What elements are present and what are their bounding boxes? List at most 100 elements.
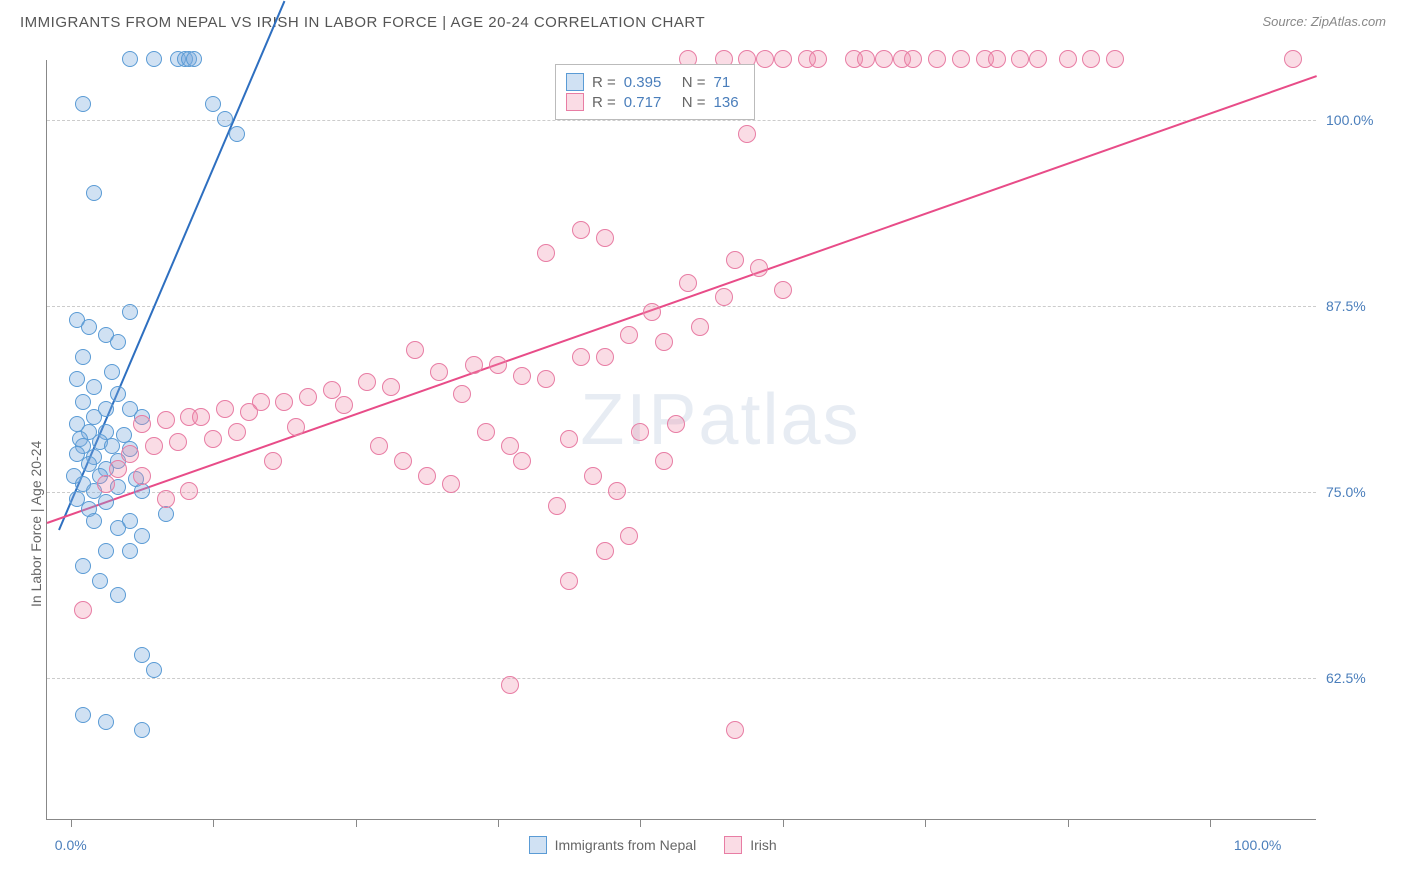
data-point-irish — [643, 303, 661, 321]
data-point-irish — [928, 50, 946, 68]
data-point-irish — [584, 467, 602, 485]
data-point-irish — [358, 373, 376, 391]
x-tick — [71, 819, 72, 827]
data-point-irish — [596, 542, 614, 560]
data-point-irish — [74, 601, 92, 619]
data-point-irish — [109, 460, 127, 478]
data-point-irish — [1029, 50, 1047, 68]
y-axis-label: In Labor Force | Age 20-24 — [28, 441, 44, 607]
data-point-nepal — [98, 494, 114, 510]
gridline-h — [47, 678, 1316, 679]
data-point-nepal — [146, 51, 162, 67]
stats-n-value-nepal: 71 — [714, 74, 744, 91]
data-point-irish — [121, 445, 139, 463]
data-point-irish — [596, 348, 614, 366]
data-point-nepal — [134, 483, 150, 499]
legend-label: Immigrants from Nepal — [555, 837, 697, 853]
data-point-irish — [655, 452, 673, 470]
data-point-irish — [548, 497, 566, 515]
data-point-irish — [988, 50, 1006, 68]
data-point-irish — [715, 288, 733, 306]
data-point-irish — [1082, 50, 1100, 68]
data-point-nepal — [122, 543, 138, 559]
stats-n-label: N = — [682, 94, 706, 111]
data-point-irish — [809, 50, 827, 68]
data-point-irish — [157, 411, 175, 429]
data-point-irish — [537, 244, 555, 262]
data-point-irish — [442, 475, 460, 493]
x-tick — [783, 819, 784, 827]
data-point-irish — [133, 415, 151, 433]
chart-title: IMMIGRANTS FROM NEPAL VS IRISH IN LABOR … — [20, 14, 705, 31]
x-tick — [1210, 819, 1211, 827]
x-tick-label-left: 0.0% — [55, 837, 87, 853]
data-point-irish — [228, 423, 246, 441]
data-point-nepal — [205, 96, 221, 112]
stats-r-label: R = — [592, 74, 616, 91]
data-point-irish — [691, 318, 709, 336]
data-point-irish — [133, 467, 151, 485]
x-tick — [1068, 819, 1069, 827]
legend-label: Irish — [750, 837, 776, 853]
data-point-irish — [477, 423, 495, 441]
legend-swatch — [529, 836, 547, 854]
data-point-irish — [596, 229, 614, 247]
data-point-irish — [655, 333, 673, 351]
data-point-irish — [857, 50, 875, 68]
y-tick-label: 100.0% — [1326, 112, 1386, 128]
stats-row-irish: R =0.717N =136 — [566, 93, 744, 111]
data-point-irish — [264, 452, 282, 470]
data-point-irish — [620, 326, 638, 344]
data-point-nepal — [75, 349, 91, 365]
data-point-nepal — [86, 513, 102, 529]
data-point-irish — [169, 433, 187, 451]
data-point-irish — [180, 482, 198, 500]
data-point-irish — [537, 370, 555, 388]
data-point-nepal — [186, 51, 202, 67]
data-point-irish — [465, 356, 483, 374]
data-point-irish — [145, 437, 163, 455]
data-point-nepal — [75, 394, 91, 410]
data-point-nepal — [134, 647, 150, 663]
data-point-nepal — [104, 364, 120, 380]
data-point-irish — [453, 385, 471, 403]
stats-r-label: R = — [592, 94, 616, 111]
data-point-irish — [726, 721, 744, 739]
data-point-irish — [240, 403, 258, 421]
data-point-irish — [287, 418, 305, 436]
y-tick-label: 75.0% — [1326, 484, 1386, 500]
x-tick — [498, 819, 499, 827]
data-point-irish — [1011, 50, 1029, 68]
data-point-irish — [204, 430, 222, 448]
x-tick — [213, 819, 214, 827]
legend-item: Irish — [724, 836, 776, 854]
data-point-nepal — [75, 96, 91, 112]
x-tick — [640, 819, 641, 827]
data-point-irish — [774, 50, 792, 68]
data-point-irish — [501, 676, 519, 694]
x-tick — [925, 819, 926, 827]
data-point-nepal — [69, 371, 85, 387]
data-point-nepal — [75, 707, 91, 723]
data-point-nepal — [116, 427, 132, 443]
data-point-nepal — [110, 520, 126, 536]
data-point-irish — [560, 572, 578, 590]
regression-line-irish — [47, 75, 1318, 524]
data-point-nepal — [122, 51, 138, 67]
data-point-nepal — [104, 438, 120, 454]
data-point-irish — [335, 396, 353, 414]
data-point-nepal — [81, 319, 97, 335]
plot-area: 62.5%75.0%87.5%100.0%0.0%100.0%ZIPatlasR… — [46, 60, 1316, 820]
data-point-irish — [157, 490, 175, 508]
data-point-nepal — [86, 409, 102, 425]
data-point-irish — [1106, 50, 1124, 68]
data-point-irish — [560, 430, 578, 448]
x-tick-label-right: 100.0% — [1234, 837, 1281, 853]
data-point-nepal — [229, 126, 245, 142]
data-point-nepal — [110, 334, 126, 350]
data-point-irish — [275, 393, 293, 411]
data-point-irish — [299, 388, 317, 406]
data-point-irish — [513, 452, 531, 470]
stats-r-value-irish: 0.717 — [624, 94, 674, 111]
data-point-irish — [1284, 50, 1302, 68]
